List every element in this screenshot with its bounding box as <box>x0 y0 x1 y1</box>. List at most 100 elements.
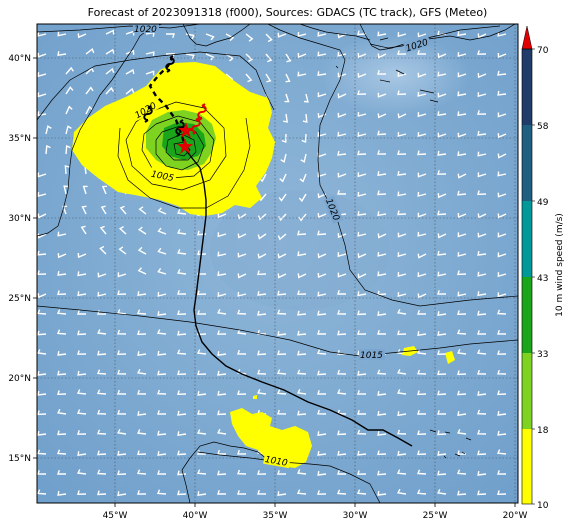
wind-barb <box>157 291 167 297</box>
wind-barb <box>377 233 387 239</box>
wind-barb <box>497 292 507 298</box>
wind-barb <box>117 428 127 435</box>
wind-barb <box>276 309 287 315</box>
wind-barb <box>37 410 47 416</box>
wind-barb <box>397 150 407 156</box>
wind-barb <box>356 489 367 495</box>
wind-barb <box>285 73 291 83</box>
wind-barb <box>237 349 247 355</box>
wind-barb <box>197 409 206 415</box>
wind-barb <box>437 489 447 495</box>
wind-barb <box>225 33 235 42</box>
colorbar-segment <box>522 49 532 125</box>
wind-barb <box>497 329 507 335</box>
wind-barb <box>185 33 195 40</box>
hurricane-symbol <box>165 55 175 73</box>
wind-barb <box>457 390 467 396</box>
wind-barb <box>245 73 253 83</box>
wind-barb <box>397 90 407 96</box>
wind-barb <box>316 349 327 355</box>
wind-barb <box>217 213 227 219</box>
storm-star-icon <box>177 138 193 154</box>
wind-barb <box>497 490 507 496</box>
wind-barb <box>177 330 187 336</box>
wind-barb <box>336 489 347 495</box>
wind-barb <box>76 389 87 395</box>
wind-barb <box>337 72 347 78</box>
wind-barb <box>157 370 167 376</box>
wind-barb <box>265 33 273 43</box>
wind-barb <box>177 431 187 437</box>
wind-barb <box>376 369 387 375</box>
lon-tick-label: 20°W <box>503 511 528 521</box>
wind-barb <box>317 230 327 236</box>
wind-barb <box>457 151 467 157</box>
wind-barb <box>397 272 407 278</box>
wind-barb <box>177 290 187 295</box>
wind-barb <box>337 51 347 57</box>
wind-barb <box>177 450 187 456</box>
wind-barb <box>277 253 287 259</box>
colorbar-label: 33 <box>537 350 548 360</box>
wind-barb <box>497 171 507 177</box>
wind-barb <box>298 193 307 203</box>
wind-barb <box>137 450 147 456</box>
wind-barb <box>37 330 47 336</box>
wind-barb <box>477 330 487 335</box>
wind-barb <box>119 205 127 215</box>
wind-barb <box>297 273 307 279</box>
wind-barb <box>137 226 147 235</box>
colorbar-segment <box>522 429 532 504</box>
wind-barb <box>437 470 447 476</box>
wind-barb <box>57 51 67 57</box>
wind-barb <box>497 31 507 37</box>
wind-barb <box>225 53 234 62</box>
wind-barb <box>497 153 507 159</box>
wind-barb <box>477 409 487 415</box>
graticule <box>37 24 518 503</box>
wind-barb <box>397 450 407 456</box>
wind-barb <box>57 370 67 376</box>
wind-barb <box>57 290 67 296</box>
wind-barb <box>217 489 226 495</box>
wind-barb <box>457 411 467 417</box>
wind-barb <box>377 271 387 277</box>
wind-barb <box>417 191 427 197</box>
wind-barb <box>77 253 87 259</box>
wind-barb <box>437 430 447 436</box>
wind-barb <box>397 330 407 336</box>
wind-barb <box>85 86 94 95</box>
wind-barb <box>457 429 467 435</box>
wind-barb <box>97 450 107 456</box>
wind-barb <box>437 233 447 239</box>
colorbar: 10 18 33 43 49 58 70 10 m wind speed (m/… <box>521 25 565 511</box>
wind-barb <box>477 151 487 157</box>
wind-barb <box>417 450 427 456</box>
lon-tick-label: 30°W <box>343 511 368 521</box>
wind-barb <box>357 253 367 259</box>
wind-barb <box>457 190 467 196</box>
wind-barb <box>165 52 175 58</box>
wind-barb <box>257 270 267 276</box>
wind-barb <box>177 490 187 496</box>
wind-barb <box>37 430 47 436</box>
wind-barb <box>397 50 407 55</box>
wind-barb <box>417 50 427 55</box>
wind-barb <box>77 490 87 496</box>
wind-barb <box>217 370 227 376</box>
wind-barb <box>37 213 47 219</box>
wind-barb <box>337 469 346 475</box>
wind-barb <box>397 411 407 417</box>
map-frame <box>36 23 519 504</box>
wind-barb <box>357 172 367 178</box>
wind-barb <box>317 431 327 437</box>
wind-barb <box>77 451 87 457</box>
wind-barb <box>137 267 147 275</box>
wind-barb <box>477 190 487 196</box>
wind-barb <box>177 269 187 275</box>
wind-barb <box>137 490 147 495</box>
wind-barb <box>96 389 107 395</box>
wind-barb <box>337 189 346 195</box>
wind-barb <box>437 71 447 77</box>
wind-barb <box>297 290 307 296</box>
